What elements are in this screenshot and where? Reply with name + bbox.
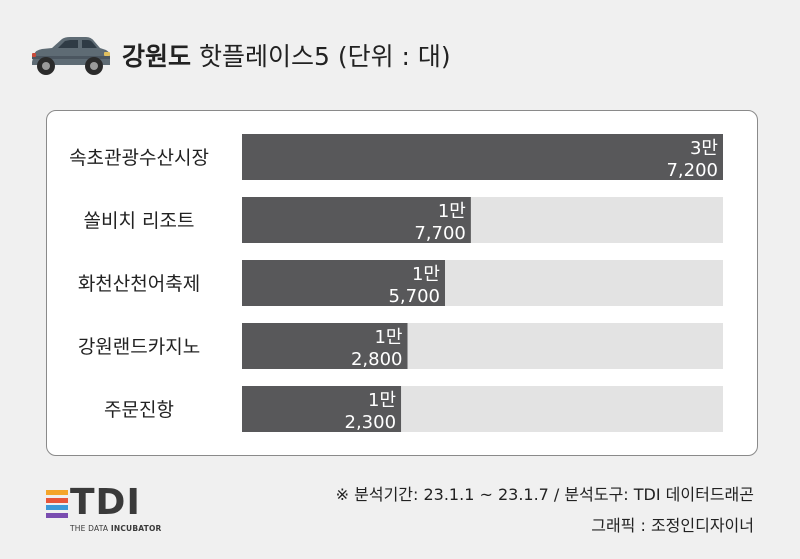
value-label: 2,800: [351, 349, 403, 370]
chart-header: 강원도 핫플레이스5 (단위 : 대): [26, 30, 451, 80]
logo-tagline-plain: THE DATA: [70, 524, 111, 533]
tdi-logo: TDI THE DATA INCUBATOR: [46, 485, 176, 538]
title-region: 강원도: [122, 42, 192, 71]
bar: [242, 260, 446, 306]
value-label: 1만: [412, 264, 440, 285]
car-icon: [32, 37, 110, 75]
bar: [242, 386, 402, 432]
value-label: 7,700: [414, 223, 466, 244]
value-label: 1만: [374, 327, 402, 348]
value-label: 2,300: [345, 412, 397, 433]
logo-tagline: THE DATA INCUBATOR: [70, 524, 162, 533]
category-label: 주문진항: [104, 399, 174, 421]
logo-stripe: [46, 505, 68, 510]
category-label: 강원랜드카지노: [78, 336, 200, 358]
value-label: 1만: [438, 201, 466, 222]
category-label: 속초관광수산시장: [69, 147, 209, 169]
bar: [242, 197, 471, 243]
title-subject: 핫플레이스5 (단위 : 대): [191, 42, 451, 71]
logo-stripe: [46, 497, 68, 503]
category-label: 쏠비치 리조트: [84, 210, 195, 232]
bar: [242, 323, 408, 369]
logo-stripe: [46, 512, 68, 518]
value-label: 5,700: [388, 286, 440, 307]
value-label: 7,200: [666, 160, 718, 181]
category-label: 화천산천어축제: [78, 273, 200, 295]
logo-tagline-bold: INCUBATOR: [110, 524, 162, 533]
graphic-credit: 그래픽 : 조정인디자이너: [591, 516, 754, 535]
value-label: 1만: [368, 390, 396, 411]
chart-panel: 속초관광수산시장 3만 7,200 쏠비치 리조트 1만 7,700 화천산천어축제 1만 5,…: [46, 110, 758, 456]
value-label: 3만: [690, 138, 718, 159]
bar: [242, 134, 723, 180]
logo-wordmark: TDI: [70, 482, 141, 523]
logo-stripes-icon: [46, 490, 68, 520]
source-note: ※ 분석기간: 23.1.1 ~ 23.1.7 / 분석도구: TDI 데이터드…: [335, 485, 754, 504]
logo-stripe: [46, 490, 68, 495]
chart-title: 강원도 핫플레이스5 (단위 : 대): [122, 37, 451, 73]
